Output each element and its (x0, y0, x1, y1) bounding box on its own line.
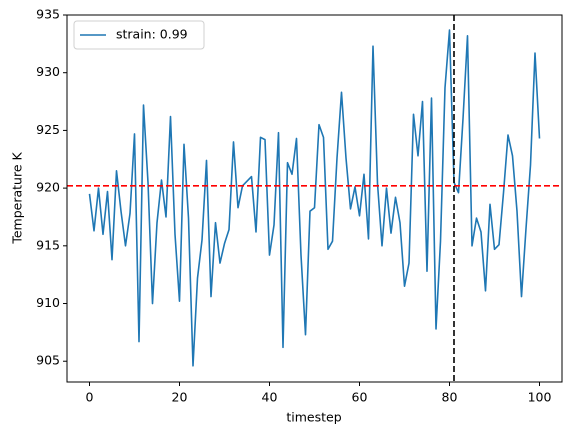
x-axis-label: timestep (286, 410, 341, 425)
y-tick-label: 930 (36, 64, 60, 79)
data-line (88, 29, 541, 367)
y-tick-label: 920 (36, 180, 60, 195)
y-tick-label: 935 (36, 7, 60, 22)
x-tick-label: 40 (262, 390, 278, 405)
plot-frame (66, 14, 563, 383)
x-tick-label: 100 (528, 390, 552, 405)
x-tick-label: 80 (442, 390, 458, 405)
y-tick-label: 915 (36, 237, 60, 252)
x-tick-label: 20 (172, 390, 188, 405)
y-axis-label: Temperature K (10, 152, 25, 245)
x-tick-label: 60 (352, 390, 368, 405)
legend-label: strain: 0.99 (116, 27, 188, 42)
y-tick-label: 905 (36, 353, 60, 368)
legend-box (73, 20, 205, 50)
x-tick-label: 0 (86, 390, 94, 405)
y-tick-label: 925 (36, 122, 60, 137)
y-tick-label: 910 (36, 295, 60, 310)
